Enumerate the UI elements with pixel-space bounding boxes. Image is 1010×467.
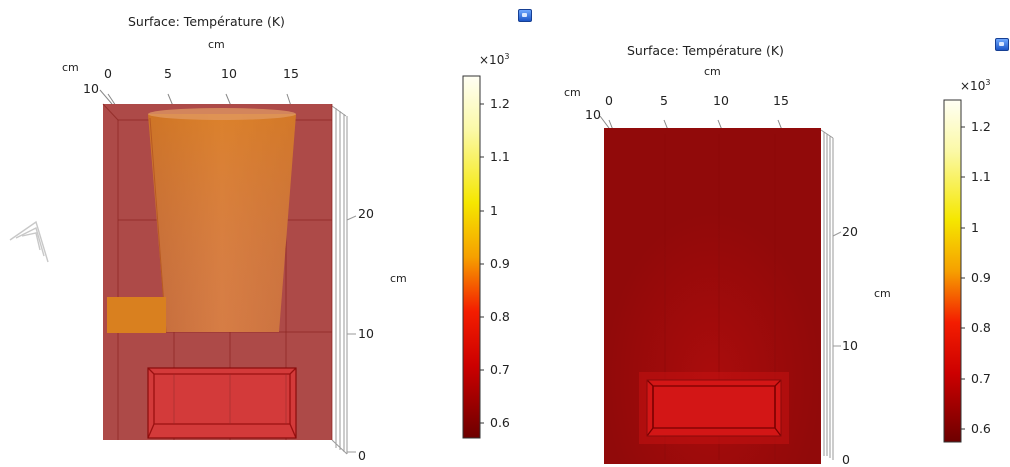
x-axis-label: cm bbox=[208, 38, 225, 51]
colorbar bbox=[462, 75, 481, 439]
plot-left: Surface: Température (K) cm cm 0 5 10 15… bbox=[0, 0, 532, 464]
colorbar-tick: 0.9 bbox=[971, 270, 991, 285]
x-tick: 10 bbox=[221, 66, 237, 81]
x-tick: 10 bbox=[713, 93, 729, 108]
y-tick: 10 bbox=[585, 107, 601, 122]
heater-block bbox=[148, 368, 296, 438]
navigation-triad-icon[interactable] bbox=[9, 220, 49, 263]
colorbar-tick: 1 bbox=[490, 203, 498, 218]
colorbar-multiplier: ×103 bbox=[960, 78, 991, 93]
x-tick: 0 bbox=[605, 93, 613, 108]
crucible-rim bbox=[148, 108, 296, 120]
y-tick: 10 bbox=[83, 81, 99, 96]
colorbar bbox=[943, 99, 962, 443]
colorbar-tick: 0.7 bbox=[971, 371, 991, 386]
x-axis-label: cm bbox=[704, 65, 721, 78]
z-axis-label: cm bbox=[874, 287, 891, 300]
x-tick: 15 bbox=[773, 93, 789, 108]
plot-settings-icon[interactable] bbox=[995, 38, 1009, 51]
plot-settings-icon[interactable] bbox=[518, 9, 532, 22]
y-axis-label: cm bbox=[564, 86, 581, 99]
colorbar-tick: 0.6 bbox=[490, 415, 510, 430]
x-tick: 5 bbox=[660, 93, 668, 108]
colorbar-tick: 0.8 bbox=[971, 320, 991, 335]
side-grid bbox=[820, 129, 842, 460]
plot-canvas bbox=[9, 75, 484, 455]
x-axis-ticks bbox=[99, 89, 292, 107]
heater-block bbox=[647, 380, 781, 436]
colorbar-tick: 0.8 bbox=[490, 309, 510, 324]
colorbar-tick: 0.7 bbox=[490, 362, 510, 377]
colorbar-tick: 1.2 bbox=[490, 96, 510, 111]
z-tick: 0 bbox=[358, 448, 366, 463]
z-tick: 20 bbox=[842, 224, 858, 239]
plot-title: Surface: Température (K) bbox=[627, 43, 784, 58]
colorbar-tick: 1 bbox=[971, 220, 979, 235]
colorbar-tick: 1.2 bbox=[971, 119, 991, 134]
x-tick: 5 bbox=[164, 66, 172, 81]
colorbar-multiplier: ×103 bbox=[479, 52, 510, 67]
x-tick: 15 bbox=[283, 66, 299, 81]
plot-canvas bbox=[599, 99, 965, 464]
plot-right: Surface: Température (K) cm cm 0 5 10 15… bbox=[505, 0, 1010, 467]
colorbar-tick: 0.9 bbox=[490, 256, 510, 271]
crucible-highlight bbox=[148, 114, 296, 332]
z-tick: 10 bbox=[358, 326, 374, 341]
side-grid bbox=[331, 105, 357, 455]
colorbar-tick: 1.1 bbox=[971, 169, 991, 184]
z-tick: 20 bbox=[358, 206, 374, 221]
x-axis-ticks bbox=[599, 115, 783, 131]
z-axis-label: cm bbox=[390, 272, 407, 285]
colorbar-ticks bbox=[480, 103, 484, 424]
plot-title: Surface: Température (K) bbox=[128, 14, 285, 29]
y-axis-label: cm bbox=[62, 61, 79, 74]
colorbar-ticks bbox=[961, 126, 965, 430]
side-port bbox=[107, 297, 166, 333]
colorbar-tick: 1.1 bbox=[490, 149, 510, 164]
z-tick: 0 bbox=[842, 452, 850, 467]
z-tick: 10 bbox=[842, 338, 858, 353]
colorbar-tick: 0.6 bbox=[971, 421, 991, 436]
x-tick: 0 bbox=[104, 66, 112, 81]
